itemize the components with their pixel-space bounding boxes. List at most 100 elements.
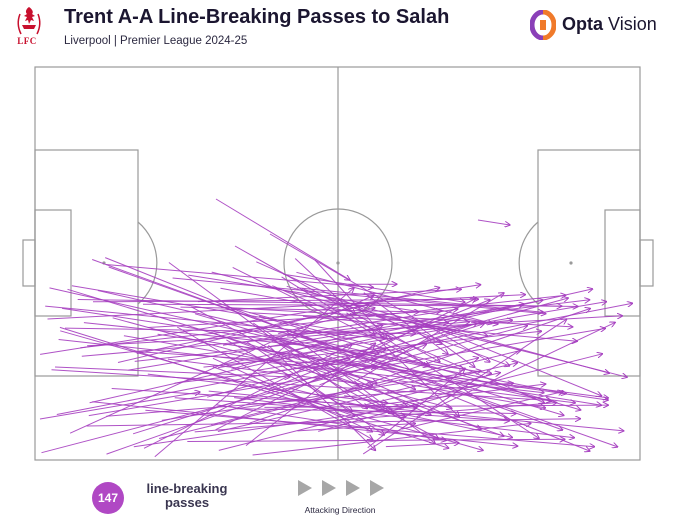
pass-arrow (264, 405, 608, 407)
pass-arrow (207, 298, 568, 398)
pass-arrow (92, 259, 563, 431)
pass-arrow (39, 392, 200, 420)
pass-arrow (362, 319, 567, 455)
pass-arrow (56, 303, 633, 415)
pass-arrow (138, 351, 377, 367)
pass-arrow (77, 299, 578, 307)
left-penalty-arc (137, 221, 158, 305)
pass-arrow (344, 395, 407, 407)
pass-arrow (51, 369, 552, 401)
pass-arrow (208, 390, 624, 431)
pass-arrow (172, 277, 546, 314)
pass-arrow (108, 266, 618, 447)
opta-vision-logo-icon (530, 10, 556, 40)
right-penalty-spot (569, 261, 573, 265)
pass-map-pitch (22, 66, 654, 461)
pass-arrow (279, 342, 481, 429)
play-arrow-icon (370, 480, 384, 496)
pass-arrow (222, 309, 458, 346)
centre-spot (336, 261, 340, 265)
pass-arrow (288, 387, 405, 417)
liverpool-crest-icon (17, 7, 41, 35)
pass-arrow (194, 313, 350, 360)
pass-arrow (105, 264, 374, 288)
pass-arrow (87, 316, 622, 347)
pass-arrow (80, 295, 566, 349)
pass-arrow (223, 300, 543, 365)
pass-arrow (212, 366, 355, 416)
pass-arrow (134, 320, 513, 362)
pass-arrow (256, 350, 385, 371)
pass-arrow (385, 443, 459, 448)
pass-arrow (59, 326, 449, 448)
pass-arrow (188, 274, 498, 324)
play-arrow-icon (298, 480, 312, 496)
pitch-spots (102, 261, 573, 265)
pass-arrow (45, 305, 385, 339)
pass-arrow (133, 405, 419, 448)
brand-name: Opta Vision (562, 14, 657, 35)
page-subtitle: Liverpool | Premier League 2024-25 (64, 35, 248, 47)
opta-vision-logo: Opta Vision (530, 10, 670, 40)
right-penalty-box (537, 149, 641, 377)
pass-arrow (272, 285, 544, 403)
pass-arrow (97, 290, 429, 367)
brand-name-part1: Opta (562, 14, 604, 34)
right-six-yard-box (604, 209, 641, 317)
pass-arrow (197, 289, 461, 303)
pass-arrow (285, 330, 435, 443)
pass-arrow (215, 299, 476, 431)
brand-name-part2: Vision (608, 14, 657, 34)
pass-arrow (268, 344, 375, 450)
pass-arrow (286, 285, 610, 373)
pass-arrow (302, 315, 577, 341)
pass-arrow (477, 219, 510, 225)
pass-arrow (281, 276, 376, 335)
pass-count-label: line-breaking passes (146, 481, 228, 510)
pass-arrow (147, 373, 388, 403)
pass-arrow (92, 401, 517, 446)
pass-arrow (268, 300, 490, 390)
pass-arrow (252, 423, 531, 456)
club-crest-text: LFC (17, 36, 37, 46)
pass-arrow (41, 326, 528, 454)
attacking-direction-label: Attacking Direction (304, 505, 376, 515)
pass-arrow (410, 317, 601, 396)
pass-arrow (294, 258, 355, 315)
pass-arrow (194, 403, 557, 433)
pass-arrow (60, 330, 483, 451)
header: LFC Trent A-A Line-Breaking Passes to Sa… (0, 0, 680, 60)
pass-arrow (174, 397, 510, 421)
page-title: Trent A-A Line-Breaking Passes to Salah (64, 6, 450, 28)
pass-arrow (86, 419, 581, 427)
pass-arrow (318, 395, 451, 432)
pass-arrow (106, 383, 513, 417)
left-six-yard-box (34, 209, 72, 317)
pass-count-badge: 147 (92, 482, 124, 514)
pass-arrow (221, 306, 572, 327)
pitch-markings (22, 66, 654, 461)
pass-arrow (191, 306, 438, 439)
pass-arrow (245, 343, 376, 446)
right-goal (639, 239, 654, 287)
play-arrow-icon (346, 480, 360, 496)
pass-arrow (47, 295, 526, 320)
pass-arrow (236, 408, 516, 414)
pass-arrow (367, 368, 465, 449)
pass-arrow (167, 358, 372, 385)
pass-arrow (365, 384, 546, 407)
play-arrow-icon (322, 480, 336, 496)
pass-arrow (283, 273, 465, 302)
attacking-direction-arrows (298, 480, 384, 496)
pass-arrow (136, 305, 369, 355)
pass-arrows (39, 198, 633, 458)
pass-arrow (157, 333, 609, 400)
left-goal (22, 239, 36, 287)
right-penalty-arc (518, 221, 539, 305)
pass-arrow (128, 304, 524, 371)
pass-arrow (215, 198, 350, 280)
pass-arrow (346, 312, 540, 439)
pass-arrow (154, 288, 354, 458)
legend: 147 line-breaking passes Attacking Direc… (0, 470, 680, 524)
pass-arrow (416, 322, 616, 418)
